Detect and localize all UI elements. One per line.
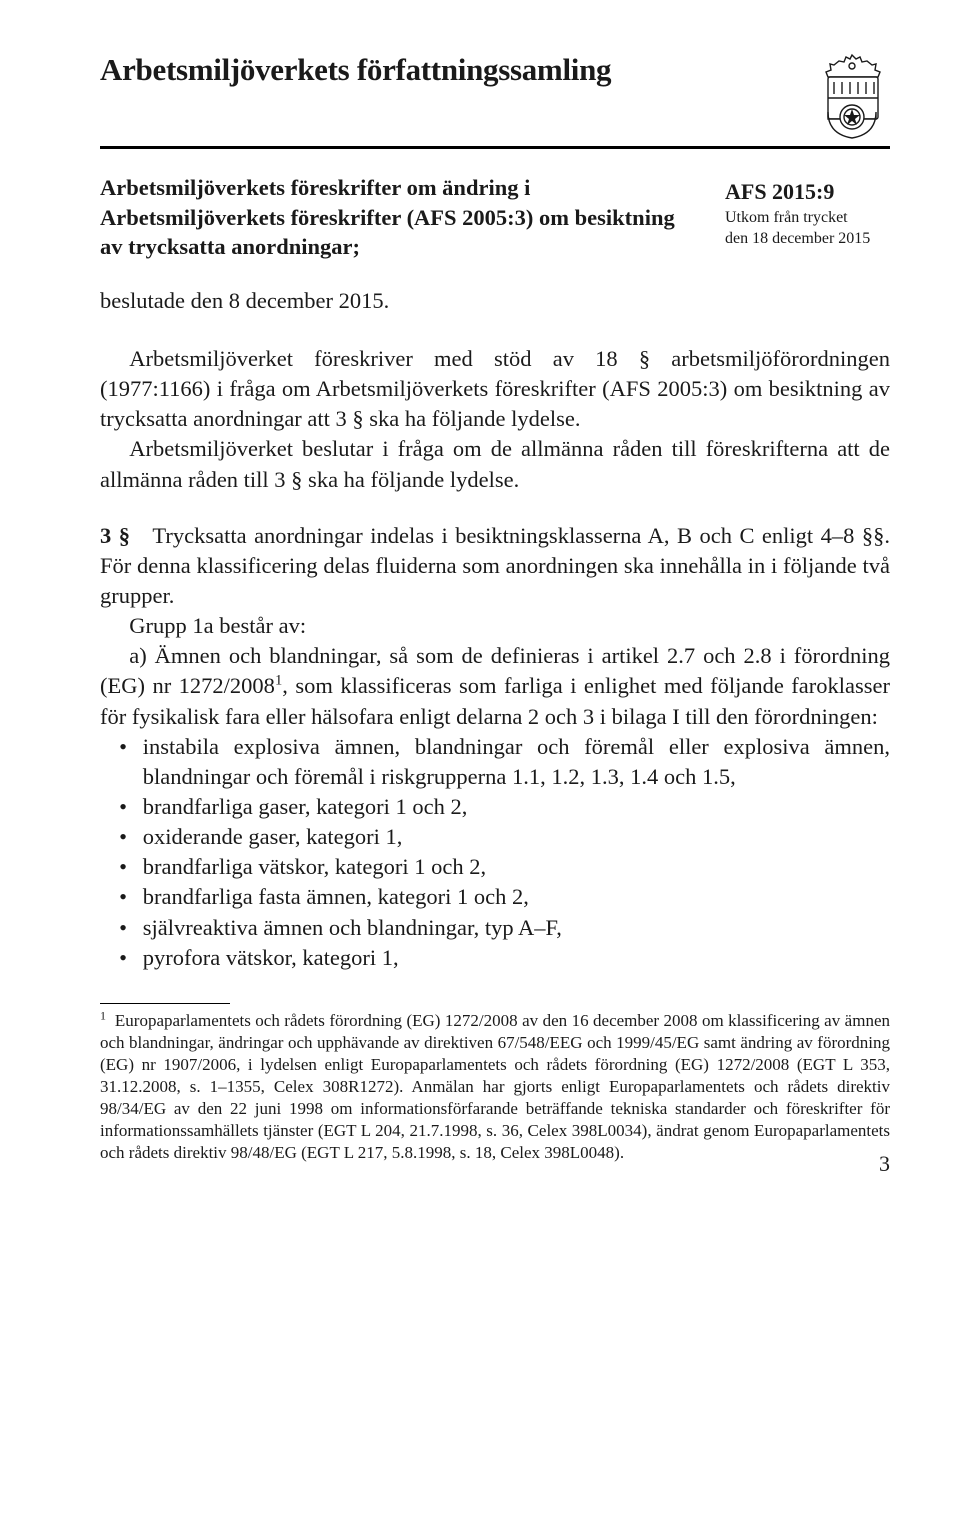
list-item: oxiderande gaser, kategori 1,: [100, 822, 890, 852]
list-item: instabila explosiva ämnen, blandningar o…: [100, 732, 890, 792]
s3-p2: Grupp 1a består av:: [100, 611, 890, 641]
print-line-1: Utkom från trycket: [725, 207, 890, 229]
page-number: 3: [879, 1151, 890, 1177]
document-page: Arbetsmiljöverkets författningssamling: [0, 0, 960, 1205]
coat-of-arms-icon: [814, 52, 890, 140]
header-row: Arbetsmiljöverkets författningssamling: [100, 52, 890, 140]
footnote-num: 1: [100, 1008, 106, 1022]
preamble: Arbetsmiljöverket föreskriver med stöd a…: [100, 344, 890, 495]
preamble-p2: Arbetsmiljöverket beslutar i fråga om de…: [100, 434, 890, 494]
print-line-2: den 18 december 2015: [725, 228, 890, 250]
s3-p1: 3 § Trycksatta anordningar indelas i bes…: [100, 521, 890, 611]
bullet-list: instabila explosiva ämnen, blandningar o…: [100, 732, 890, 973]
publication-info: AFS 2015:9 Utkom från trycket den 18 dec…: [725, 173, 890, 250]
list-item: brandfarliga vätskor, kategori 1 och 2,: [100, 852, 890, 882]
section-lead: 3 §: [100, 523, 130, 548]
footnote-rule: [100, 1003, 230, 1004]
collection-title: Arbetsmiljöverkets författningssamling: [100, 52, 611, 88]
list-item: brandfarliga fasta ämnen, kategori 1 och…: [100, 882, 890, 912]
afs-number: AFS 2015:9: [725, 177, 890, 207]
footnote-text: Europaparlamentets och rådets förordning…: [100, 1011, 890, 1163]
footnote: 1 Europaparlamentets och rådets förordni…: [100, 1010, 890, 1165]
list-item: pyrofora vätskor, kategori 1,: [100, 943, 890, 973]
regulation-title: Arbetsmiljöverkets föreskrifter om ändri…: [100, 173, 685, 262]
section-3: 3 § Trycksatta anordningar indelas i bes…: [100, 521, 890, 973]
preamble-p1: Arbetsmiljöverket föreskriver med stöd a…: [100, 344, 890, 434]
list-item: självreaktiva ämnen och blandningar, typ…: [100, 913, 890, 943]
decided-date: beslutade den 8 december 2015.: [100, 288, 890, 314]
intro-row: Arbetsmiljöverkets föreskrifter om ändri…: [100, 173, 890, 262]
list-item: brandfarliga gaser, kategori 1 och 2,: [100, 792, 890, 822]
header-rule: [100, 146, 890, 149]
s3-p3: a) Ämnen och blandningar, så som de defi…: [100, 641, 890, 731]
s3-p1-text: Trycksatta anordningar indelas i besiktn…: [100, 523, 890, 608]
